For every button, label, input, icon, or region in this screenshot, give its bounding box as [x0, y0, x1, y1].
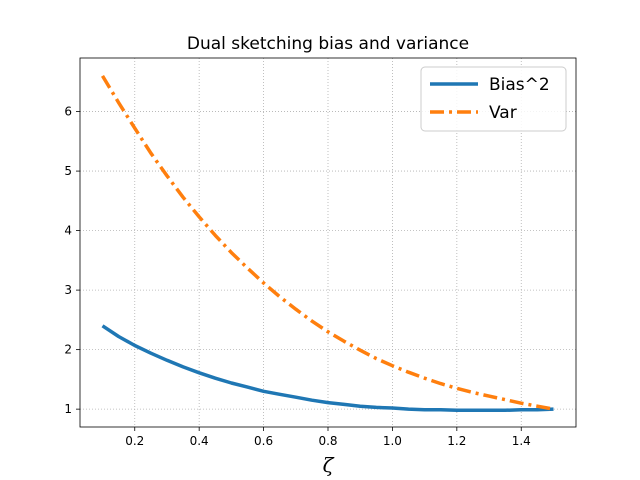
x-tick-label: 0.4 — [190, 434, 209, 448]
x-tick-label: 1.4 — [512, 434, 531, 448]
chart-title: Dual sketching bias and variance — [187, 34, 469, 54]
legend-label: Var — [489, 103, 517, 123]
y-tick-label: 4 — [64, 224, 72, 238]
x-tick-label: 0.2 — [125, 434, 144, 448]
series-line-bias-2 — [101, 324, 554, 413]
y-tick-label: 1 — [64, 402, 72, 416]
y-tick-label: 2 — [64, 343, 72, 357]
series-lines — [101, 74, 554, 413]
x-tick-label: 1.2 — [447, 434, 466, 448]
y-tick-label: 3 — [64, 283, 72, 297]
x-axis-label: ζ — [323, 453, 335, 477]
legend-label: Bias^2 — [489, 75, 550, 95]
y-tick-label: 5 — [64, 164, 72, 178]
x-tick-label: 1.0 — [383, 434, 402, 448]
y-tick-label: 6 — [64, 105, 72, 119]
x-tick-label: 0.8 — [318, 434, 337, 448]
series-line-var — [101, 74, 554, 411]
x-tick-label: 0.6 — [254, 434, 273, 448]
legend: Bias^2 Var — [420, 66, 567, 132]
axis-ticks: 0.2 0.4 0.6 0.8 1.0 1.2 1.4 1 2 3 4 5 6 — [64, 105, 530, 448]
